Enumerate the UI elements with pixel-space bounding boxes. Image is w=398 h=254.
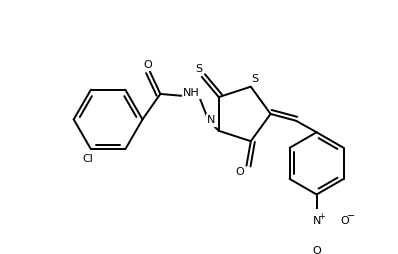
Text: O: O [312, 246, 321, 254]
Text: O: O [143, 60, 152, 70]
Text: O: O [236, 167, 244, 177]
Text: S: S [251, 73, 258, 84]
Text: N: N [207, 116, 215, 125]
Text: O: O [341, 216, 349, 226]
Text: −: − [347, 211, 355, 221]
Text: S: S [196, 65, 203, 74]
Text: N: N [312, 216, 321, 226]
Text: +: + [318, 212, 325, 220]
Text: Cl: Cl [82, 154, 93, 164]
Text: NH: NH [183, 88, 200, 98]
